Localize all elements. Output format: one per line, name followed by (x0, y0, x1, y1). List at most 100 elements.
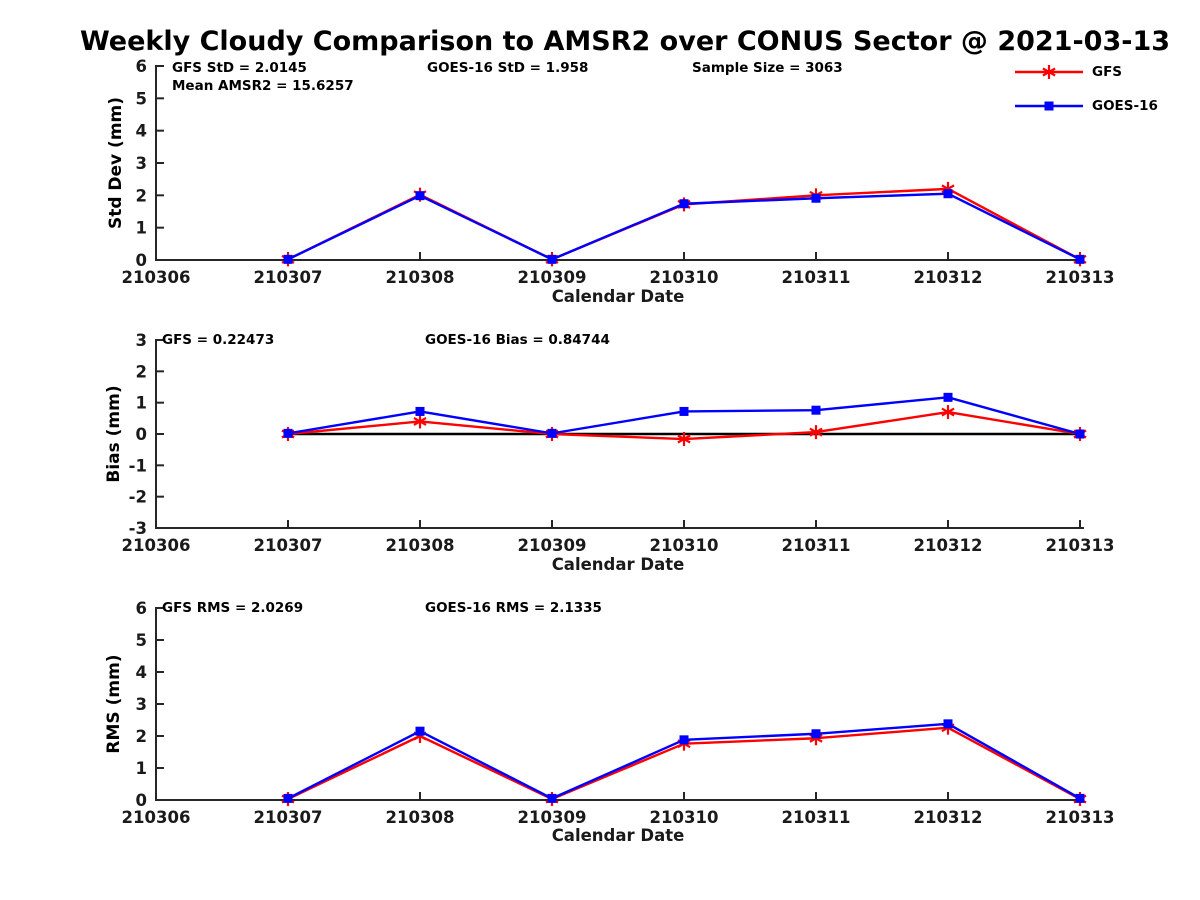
square-marker (943, 719, 953, 729)
y-tick-label: 3 (136, 331, 147, 350)
x-tick-label: 210311 (782, 808, 851, 827)
square-marker (811, 193, 821, 203)
square-marker (283, 428, 293, 438)
x-tick-label: 210306 (122, 268, 191, 287)
rms-series-goes-16 (283, 719, 1085, 803)
square-marker (811, 729, 821, 739)
x-tick-label: 210307 (254, 536, 323, 555)
stddev-y-axis-label: Std Dev (mm) (106, 96, 126, 230)
square-marker (679, 406, 689, 416)
y-tick-label: 3 (136, 695, 147, 714)
asterisk-marker (941, 407, 955, 417)
y-tick-label: 4 (136, 122, 147, 141)
x-tick-label: 210311 (782, 536, 851, 555)
rms-plot: 0 1 2 3 4 5 6 210306 210307 210308 210309 210310 210… (122, 599, 1115, 827)
asterisk-marker (413, 417, 427, 426)
x-tick-label: 210309 (518, 536, 587, 555)
y-tick-label: 2 (136, 362, 147, 381)
asterisk-marker (677, 434, 691, 444)
x-tick-label: 210309 (518, 268, 587, 287)
y-tick-label: 5 (136, 89, 147, 108)
x-tick-label: 210310 (650, 808, 719, 827)
bias-series-goes-16 (283, 392, 1085, 439)
y-tick-label: 6 (136, 57, 147, 76)
bias-x-axis-label: Calendar Date (551, 555, 685, 574)
square-marker (1044, 101, 1054, 111)
bias-annotation-goes16: GOES-16 Bias = 0.84744 (425, 332, 610, 348)
stddev-annotation-goes16-std: GOES-16 StD = 1.958 (427, 60, 589, 76)
square-marker (811, 405, 821, 415)
rms-annotation-gfs-rms: GFS RMS = 2.0269 (162, 600, 304, 616)
y-tick-label: 5 (136, 631, 147, 650)
y-tick-label: 1 (136, 394, 147, 413)
y-tick-label: -3 (129, 519, 147, 538)
x-tick-label: 210309 (518, 808, 587, 827)
x-tick-label: 210310 (650, 536, 719, 555)
goes16-line-marker-icon (1015, 101, 1083, 111)
stddev-annotation-gfs-std: GFS StD = 2.0145 (172, 60, 307, 76)
y-tick-label: 2 (136, 186, 147, 205)
x-tick-label: 210313 (1046, 536, 1115, 555)
stddev-x-axis-label: Calendar Date (551, 287, 685, 306)
x-tick-label: 210313 (1046, 808, 1115, 827)
x-tick-label: 210313 (1046, 268, 1115, 287)
x-tick-label: 210306 (122, 536, 191, 555)
y-tick-label: 0 (136, 791, 147, 810)
y-tick-label: 0 (136, 251, 147, 270)
rms-x-axis-label: Calendar Date (551, 826, 685, 845)
x-tick-label: 210312 (914, 808, 983, 827)
asterisk-marker (809, 427, 823, 437)
y-tick-label: -1 (129, 456, 147, 475)
y-tick-label: 1 (136, 219, 147, 238)
legend-label-gfs: GFS (1092, 64, 1123, 80)
square-marker (547, 793, 557, 803)
square-marker (679, 199, 689, 209)
y-tick-label: 6 (136, 599, 147, 618)
y-tick-label: 2 (136, 727, 147, 746)
x-tick-label: 210307 (254, 268, 323, 287)
stddev-annotation-sample-size: Sample Size = 3063 (692, 60, 843, 76)
x-tick-label: 210311 (782, 268, 851, 287)
rms-annotation-goes16-rms: GOES-16 RMS = 2.1335 (425, 600, 602, 616)
square-marker (1075, 254, 1085, 264)
square-marker (943, 392, 953, 402)
asterisk-marker (1042, 67, 1056, 77)
x-tick-label: 210312 (914, 536, 983, 555)
stddev-series-goes-16 (283, 189, 1085, 264)
bias-plot: -3 -2 -1 0 1 2 3 210306 210307 210308 210309 210310… (122, 331, 1115, 555)
bias-y-axis-label: Bias (mm) (104, 385, 124, 483)
figure-title: Weekly Cloudy Comparison to AMSR2 over C… (79, 26, 1171, 57)
gfs-line-marker-icon (1015, 65, 1083, 79)
x-tick-label: 210308 (386, 808, 455, 827)
legend-label-goes16: GOES-16 (1092, 98, 1158, 114)
square-marker (1075, 429, 1085, 439)
y-tick-label: 1 (136, 759, 147, 778)
square-marker (943, 189, 953, 199)
stddev-plot: 0 1 2 3 4 5 6 210306 210307 210308 210309 210310 210… (122, 57, 1115, 287)
x-tick-label: 210312 (914, 268, 983, 287)
x-tick-label: 210308 (386, 268, 455, 287)
square-marker (283, 793, 293, 803)
y-tick-label: 4 (136, 663, 147, 682)
square-marker (1075, 793, 1085, 803)
square-marker (283, 254, 293, 264)
y-tick-label: -2 (129, 488, 147, 507)
bias-annotation-gfs: GFS = 0.22473 (162, 332, 275, 348)
y-tick-label: 3 (136, 154, 147, 173)
x-tick-label: 210306 (122, 808, 191, 827)
square-marker (415, 726, 425, 736)
square-marker (415, 191, 425, 201)
legend-item-gfs: GFS (1013, 64, 1122, 80)
stddev-annotation-mean-amsr2: Mean AMSR2 = 15.6257 (172, 78, 354, 94)
square-marker (679, 735, 689, 745)
x-tick-label: 210308 (386, 536, 455, 555)
y-tick-label: 0 (136, 425, 147, 444)
x-tick-label: 210310 (650, 268, 719, 287)
rms-y-axis-label: RMS (mm) (104, 654, 124, 754)
square-marker (547, 254, 557, 264)
square-marker (415, 406, 425, 416)
x-tick-label: 210307 (254, 808, 323, 827)
square-marker (547, 428, 557, 438)
